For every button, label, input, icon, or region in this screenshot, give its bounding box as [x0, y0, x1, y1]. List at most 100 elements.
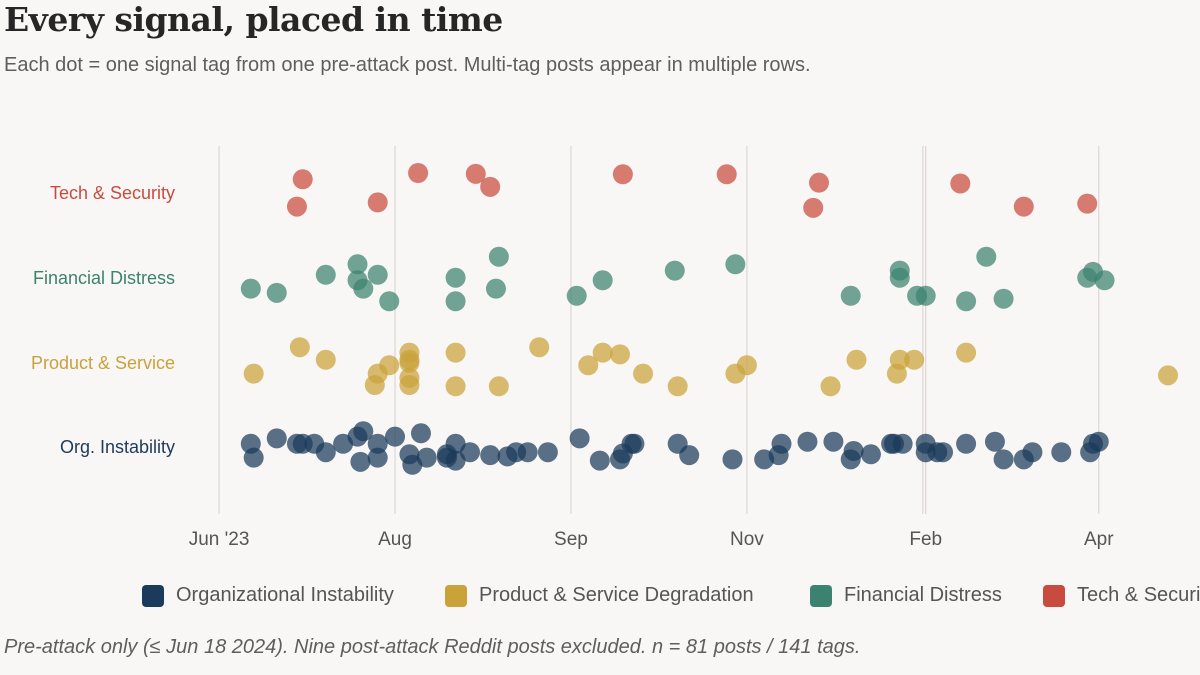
signal-dot [993, 449, 1014, 470]
signal-dot [243, 363, 264, 384]
signal-dot [592, 270, 613, 291]
signal-dot [609, 344, 630, 365]
signal-dot [416, 447, 437, 468]
legend-item: Tech & Security [1043, 584, 1200, 607]
signal-dot [956, 291, 977, 312]
signal-dot [367, 264, 388, 285]
signal-dot [485, 278, 506, 299]
signal-dot [843, 440, 864, 461]
signal-dot [445, 291, 466, 312]
signal-dot [460, 442, 481, 463]
signal-dot [976, 246, 997, 267]
signal-dot [353, 421, 374, 442]
signal-dot [889, 267, 910, 288]
signal-dot [589, 450, 610, 471]
legend-label: Organizational Instability [176, 584, 394, 606]
signal-dot [716, 164, 737, 185]
signal-dot [820, 376, 841, 397]
signal-dot [292, 169, 313, 190]
signal-dot [399, 375, 420, 395]
x-axis-ticks: Jun '23 Aug Sep Nov Feb Apr [189, 529, 1114, 550]
signal-dot [736, 355, 757, 376]
signal-dot [889, 349, 910, 370]
signal-dot [399, 352, 420, 373]
x-tick-label: Apr [1084, 529, 1114, 550]
signal-dot [385, 426, 406, 447]
legend-swatch [142, 584, 164, 607]
signal-dot [1077, 193, 1098, 214]
chart-title: Every signal, placed in time [4, 0, 503, 39]
signal-dot [566, 285, 587, 306]
legend-label: Tech & Security [1077, 584, 1200, 606]
signal-dot [803, 197, 824, 218]
x-tick-label: Sep [554, 529, 588, 550]
signal-dot [445, 376, 466, 397]
signal-dot [846, 349, 867, 370]
signal-dot [722, 449, 743, 470]
signal-dot [633, 363, 654, 384]
signal-dot [367, 192, 388, 213]
signal-dot [667, 376, 688, 397]
x-tick-label: Feb [909, 529, 942, 550]
signal-dot [904, 349, 925, 370]
signal-dot [860, 444, 881, 465]
signal-dot [480, 176, 501, 197]
signal-dot [578, 355, 599, 376]
signal-dot [823, 431, 844, 452]
signal-dot [1022, 442, 1043, 463]
signal-dot [517, 442, 538, 463]
chart-subtitle: Each dot = one signal tag from one pre-a… [4, 54, 811, 76]
legend-item: Financial Distress [810, 584, 1002, 607]
signal-dot [993, 288, 1014, 309]
dots [240, 163, 1178, 475]
footnote: Pre-attack only (≤ Jun 18 2024). Nine po… [4, 636, 861, 658]
gridlines [218, 146, 1100, 514]
legend-swatch [810, 584, 832, 607]
signal-dot [480, 445, 501, 466]
legend-swatch [445, 584, 467, 607]
signal-dot [809, 172, 830, 193]
row-label: Financial Distress [33, 268, 175, 288]
signal-dot [592, 342, 613, 363]
signal-dot [445, 342, 466, 363]
signal-dot [529, 337, 550, 358]
signal-dot [266, 282, 287, 303]
signal-dot [956, 433, 977, 454]
row-label: Tech & Security [50, 183, 175, 203]
signal-dot [379, 355, 400, 376]
signal-dot [289, 337, 310, 358]
signal-dot [315, 349, 336, 370]
signal-dot [353, 278, 374, 299]
row-labels: Tech & Security Financial Distress Product… [31, 183, 175, 457]
x-tick-label: Nov [730, 529, 764, 550]
signal-dot [950, 173, 971, 194]
row-label: Org. Instability [60, 437, 175, 457]
signal-dot [933, 442, 954, 463]
signal-dot [569, 428, 590, 449]
signal-dot [537, 442, 558, 463]
signal-dot [445, 267, 466, 288]
signal-dot [367, 433, 388, 454]
signal-dot [286, 196, 307, 217]
signal-dot [488, 376, 509, 397]
signal-dot [1051, 442, 1072, 463]
signal-dot [350, 451, 371, 472]
x-tick-label: Jun '23 [189, 529, 250, 550]
signal-dot [624, 433, 645, 454]
row-label: Product & Service [31, 353, 175, 373]
signal-dot [1094, 270, 1115, 291]
signal-dot [488, 246, 509, 267]
signal-dot [1088, 431, 1109, 452]
signal-dot [465, 163, 486, 184]
legend-label: Product & Service Degradation [479, 584, 754, 606]
x-tick-label: Aug [378, 529, 412, 550]
signal-dot [1013, 196, 1034, 217]
legend-item: Organizational Instability [142, 584, 394, 607]
signal-dot [240, 278, 261, 299]
signal-dot [445, 450, 466, 471]
signal-dot [367, 447, 388, 468]
signal-dot [612, 164, 633, 185]
signal-dot [840, 285, 861, 306]
signal-dot [664, 260, 685, 281]
